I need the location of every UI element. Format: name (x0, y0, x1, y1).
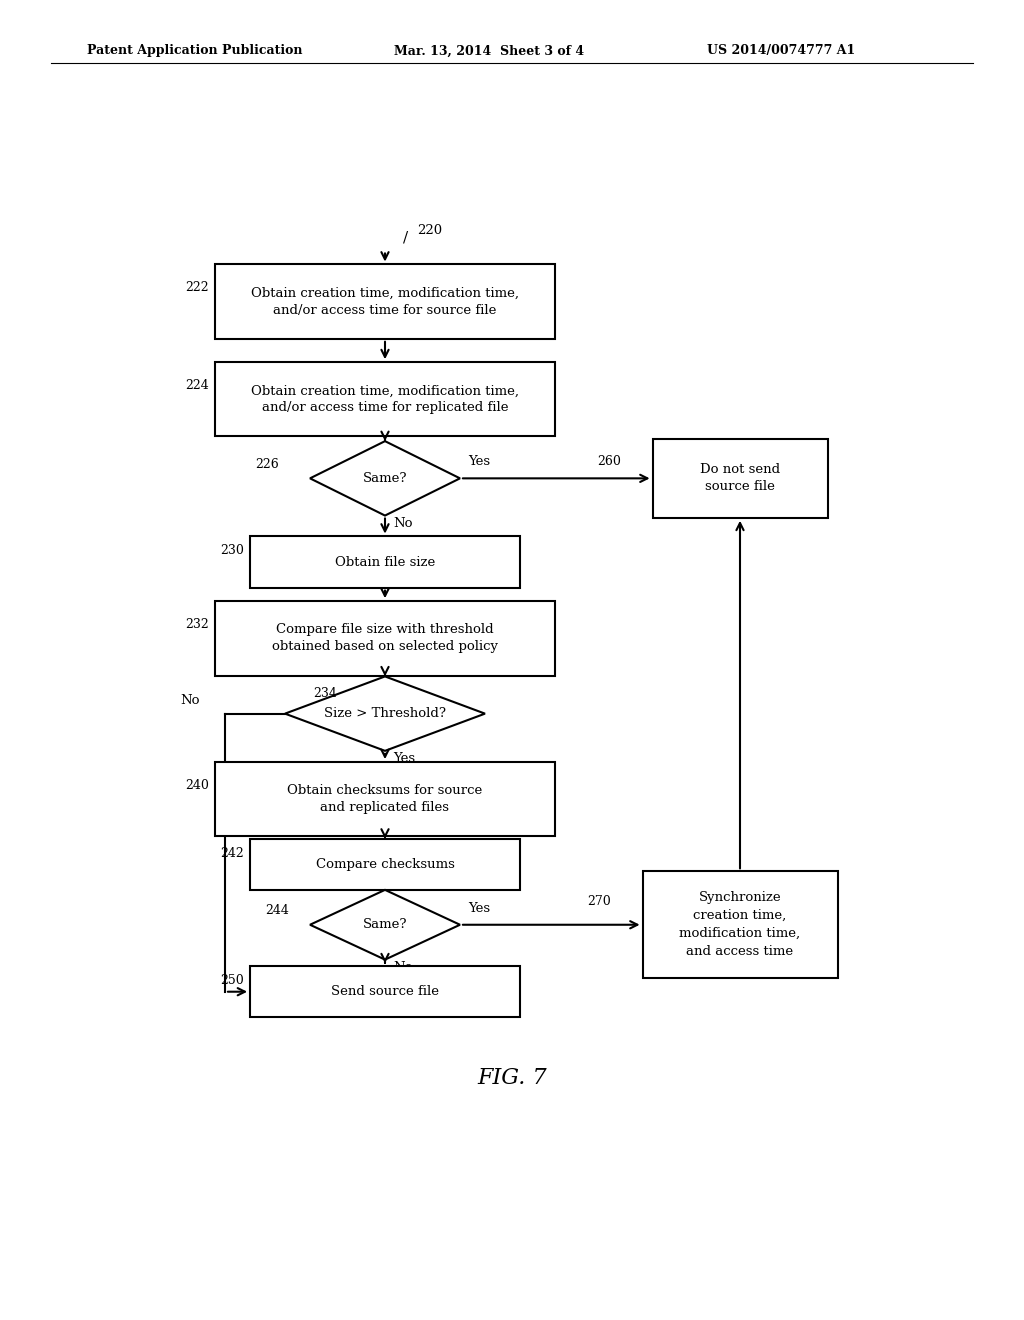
Text: 260: 260 (597, 455, 622, 469)
Text: Do not send
source file: Do not send source file (700, 463, 780, 494)
Text: 226: 226 (255, 458, 279, 471)
Text: Yes: Yes (468, 455, 490, 469)
Text: No: No (393, 961, 413, 974)
Text: 220: 220 (417, 224, 442, 236)
Text: 242: 242 (220, 846, 244, 859)
Text: 244: 244 (265, 904, 289, 917)
FancyBboxPatch shape (250, 838, 520, 890)
Text: Yes: Yes (393, 752, 415, 766)
Text: No: No (180, 694, 200, 708)
FancyBboxPatch shape (215, 264, 555, 339)
FancyBboxPatch shape (215, 362, 555, 437)
FancyBboxPatch shape (215, 601, 555, 676)
FancyBboxPatch shape (642, 871, 838, 978)
Text: Send source file: Send source file (331, 985, 439, 998)
Text: Obtain creation time, modification time,
and/or access time for replicated file: Obtain creation time, modification time,… (251, 384, 519, 414)
FancyBboxPatch shape (250, 536, 520, 587)
Text: 224: 224 (185, 379, 209, 392)
Text: /: / (403, 230, 409, 244)
FancyBboxPatch shape (250, 966, 520, 1018)
Text: 270: 270 (588, 895, 611, 908)
Text: Compare checksums: Compare checksums (315, 858, 455, 871)
Polygon shape (310, 890, 460, 960)
FancyBboxPatch shape (215, 762, 555, 837)
Text: Obtain file size: Obtain file size (335, 556, 435, 569)
Text: Patent Application Publication: Patent Application Publication (87, 45, 302, 57)
Text: Synchronize
creation time,
modification time,
and access time: Synchronize creation time, modification … (680, 891, 801, 958)
Text: FIG. 7: FIG. 7 (477, 1067, 547, 1089)
Text: Yes: Yes (468, 902, 490, 915)
Text: 232: 232 (185, 618, 209, 631)
Polygon shape (285, 676, 485, 751)
Text: 222: 222 (185, 281, 209, 294)
Polygon shape (310, 441, 460, 516)
Text: Same?: Same? (362, 471, 408, 484)
Text: Size > Threshold?: Size > Threshold? (324, 708, 446, 721)
Text: Compare file size with threshold
obtained based on selected policy: Compare file size with threshold obtaine… (272, 623, 498, 653)
Text: Mar. 13, 2014  Sheet 3 of 4: Mar. 13, 2014 Sheet 3 of 4 (394, 45, 585, 57)
Text: 234: 234 (313, 686, 337, 700)
FancyBboxPatch shape (652, 438, 827, 517)
Text: 230: 230 (220, 544, 244, 557)
Text: Same?: Same? (362, 919, 408, 931)
Text: 250: 250 (220, 974, 244, 987)
Text: 240: 240 (185, 779, 209, 792)
Text: US 2014/0074777 A1: US 2014/0074777 A1 (707, 45, 855, 57)
Text: Obtain creation time, modification time,
and/or access time for source file: Obtain creation time, modification time,… (251, 286, 519, 317)
Text: No: No (393, 516, 413, 529)
Text: Obtain checksums for source
and replicated files: Obtain checksums for source and replicat… (288, 784, 482, 814)
